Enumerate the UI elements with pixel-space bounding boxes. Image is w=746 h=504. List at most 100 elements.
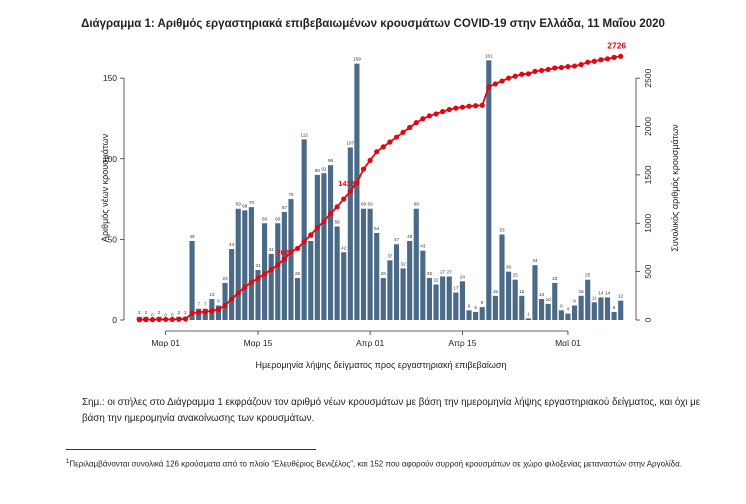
bar-value-label: 12: [618, 294, 624, 299]
cumulative-point: [215, 306, 222, 312]
bar-value-label: 41: [269, 247, 275, 252]
bar: [446, 276, 452, 320]
bar-value-label: 25: [585, 273, 591, 278]
bar-value-label: 37: [387, 253, 393, 258]
bar: [433, 284, 439, 320]
cumulative-point: [182, 316, 189, 322]
chart-note: Σημ.: οι στήλες στο Διάγραμμα 1 εκφράζου…: [82, 397, 701, 424]
cumulative-point: [393, 134, 400, 140]
bar-value-label: 9: [217, 298, 220, 303]
cumulative-point: [347, 188, 353, 194]
cumulative-point: [235, 290, 241, 296]
bar-value-label: 91: [321, 166, 327, 171]
cumulative-point: [486, 84, 492, 90]
bar: [611, 311, 617, 320]
bar: [407, 240, 413, 320]
bar: [525, 318, 531, 320]
bar: [380, 278, 386, 320]
y-tick-label: 50: [108, 234, 118, 244]
cumulative-point: [202, 309, 208, 315]
bar: [400, 268, 406, 320]
bar-value-label: 0: [164, 312, 167, 317]
bar-value-label: 60: [275, 216, 281, 221]
bar: [486, 60, 492, 320]
cumulative-point: [591, 58, 597, 64]
cumulative-point: [492, 81, 499, 87]
cumulative-point: [301, 239, 307, 245]
x-tick-label: Απρ 01: [356, 338, 384, 348]
cumulative-point: [446, 106, 452, 113]
cumulative-point: [565, 63, 571, 70]
y-tick-label: 150: [103, 73, 117, 83]
bar: [598, 297, 604, 320]
y2-tick-label: 1500: [643, 165, 653, 184]
bar: [479, 307, 485, 320]
bar-value-label: 27: [440, 269, 446, 274]
cumulative-point: [545, 66, 551, 73]
cumulative-annotation: 2726: [607, 40, 626, 50]
cumulative-line-series: [136, 53, 624, 323]
bar-value-label: 49: [407, 234, 413, 239]
cumulative-point: [558, 64, 564, 71]
y2-tick-label: 0: [643, 317, 653, 322]
bar-value-label: 69: [368, 202, 374, 207]
bar-value-label: 22: [433, 278, 439, 283]
bar-value-label: 23: [222, 276, 228, 281]
bar-value-label: 9: [573, 298, 576, 303]
cumulative-point: [413, 120, 419, 126]
cumulative-point: [255, 275, 261, 282]
footnote-text: Περιλαμβάνονται συνολικά 126 κρούσματα α…: [69, 459, 682, 469]
y2-tick-label: 500: [643, 264, 653, 278]
bar: [492, 295, 498, 320]
y2-tick-label: 2500: [643, 68, 653, 87]
bar-value-label: 15: [519, 289, 525, 294]
cumulative-point: [459, 104, 466, 110]
cumulative-point: [552, 65, 558, 71]
cumulative-point: [367, 157, 373, 163]
cumulative-point: [196, 309, 202, 315]
cumulative-point: [374, 149, 380, 155]
cumulative-point: [525, 71, 531, 77]
footnote-marker: 1: [66, 459, 70, 465]
chart-title: Διάγραμμα 1: Αριθμός εργαστηριακά επιβεβ…: [81, 18, 665, 30]
cumulative-point: [149, 317, 156, 323]
bar-value-label: 17: [453, 286, 459, 291]
y-tick-label: 0: [112, 315, 117, 325]
bar: [519, 295, 525, 320]
bar-value-label: 26: [427, 271, 433, 276]
cumulative-point: [473, 103, 479, 109]
bar: [341, 252, 347, 320]
bar-value-label: 5: [474, 305, 477, 310]
cumulative-point: [400, 129, 406, 135]
cumulative-point: [354, 180, 360, 186]
bar-value-label: 7: [204, 302, 207, 307]
bar-value-label: 0: [151, 312, 154, 317]
cumulative-point: [505, 75, 512, 81]
bar-value-label: 15: [579, 289, 585, 294]
cumulative-point: [433, 111, 439, 117]
bar: [604, 297, 611, 320]
x-tick-label: Μαρ 15: [244, 338, 273, 348]
bar: [301, 139, 307, 320]
cumulative-point: [176, 316, 182, 322]
cumulative-point: [294, 245, 301, 252]
bar-value-label: 6: [560, 303, 563, 308]
bar: [248, 207, 254, 320]
bar-value-label: 27: [447, 269, 453, 274]
bar: [215, 305, 222, 320]
cumulative-point: [407, 124, 413, 131]
bar-value-label: 15: [493, 289, 499, 294]
bar-value-label: 68: [242, 203, 248, 208]
cumulative-point: [163, 316, 169, 323]
bar: [499, 234, 505, 320]
bar-value-label: 2: [145, 310, 148, 315]
bar: [229, 249, 235, 320]
bar: [314, 174, 320, 320]
cumulative-point: [571, 63, 578, 69]
cumulative-point: [327, 210, 334, 217]
bar-value-label: 25: [513, 273, 519, 278]
y-axis-right: 0 500 1000 1500 2000 2500: [635, 68, 653, 322]
bar-value-label: 54: [374, 226, 380, 231]
bar-value-label: 2: [184, 310, 187, 315]
